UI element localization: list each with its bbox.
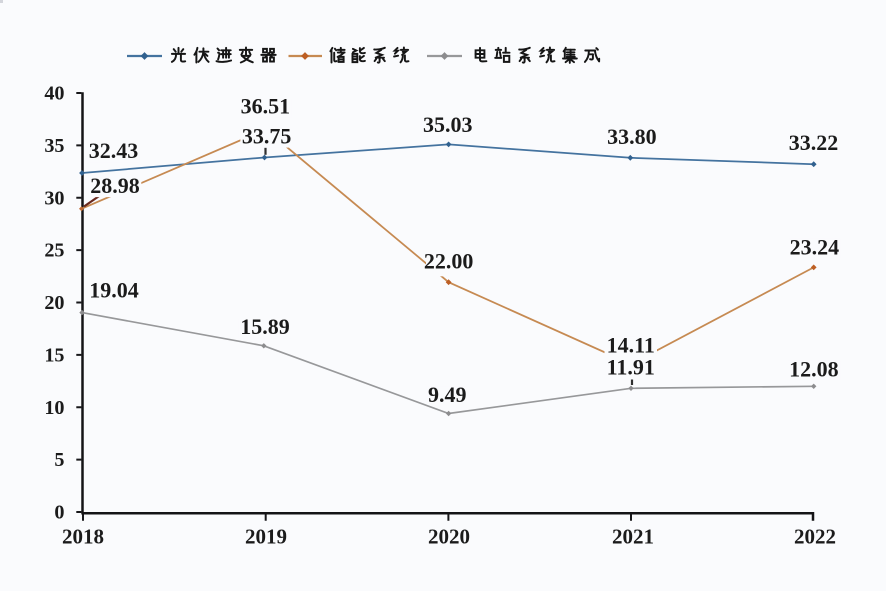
svg-text:10: 10 [44, 397, 64, 419]
svg-text:2018: 2018 [62, 525, 104, 549]
svg-text:15.89: 15.89 [240, 314, 290, 339]
svg-text:0: 0 [54, 502, 64, 524]
svg-text:33.75: 33.75 [242, 124, 292, 149]
svg-text:33.80: 33.80 [607, 124, 657, 149]
svg-text:30: 30 [44, 187, 64, 209]
svg-text:36.51: 36.51 [241, 94, 291, 119]
svg-text:22.00: 22.00 [424, 249, 474, 274]
svg-text:2020: 2020 [428, 525, 470, 549]
svg-text:14.11: 14.11 [607, 332, 655, 357]
svg-text:25: 25 [44, 240, 64, 262]
svg-text:40: 40 [44, 83, 64, 105]
svg-text:35.03: 35.03 [423, 112, 473, 137]
svg-text:28.98: 28.98 [90, 173, 140, 198]
svg-text:35: 35 [44, 135, 64, 157]
svg-text:2021: 2021 [612, 525, 654, 549]
svg-text:9.49: 9.49 [428, 382, 467, 407]
svg-text:12.08: 12.08 [789, 356, 839, 381]
svg-text:23.24: 23.24 [790, 234, 840, 259]
svg-text:2022: 2022 [794, 525, 836, 549]
svg-text:20: 20 [44, 292, 64, 314]
svg-text:15: 15 [44, 345, 64, 367]
svg-text:2019: 2019 [245, 525, 287, 549]
svg-text:32.43: 32.43 [89, 138, 139, 163]
svg-text:5: 5 [54, 449, 64, 471]
svg-text:11.91: 11.91 [607, 354, 655, 379]
svg-text:19.04: 19.04 [89, 277, 139, 302]
svg-text:33.22: 33.22 [789, 130, 839, 155]
